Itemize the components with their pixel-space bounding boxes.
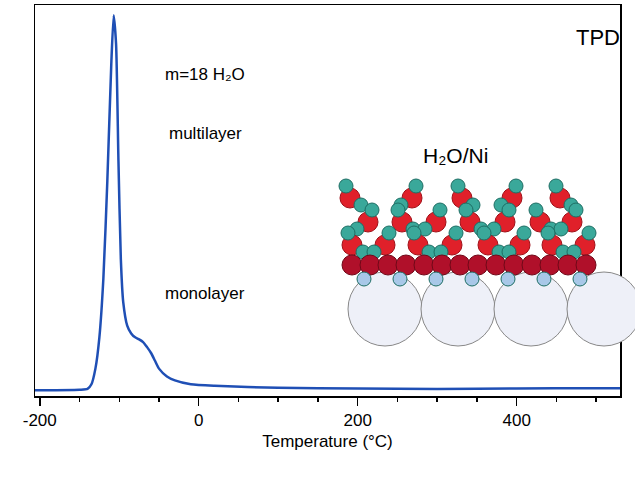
svg-text:200: 200 xyxy=(344,411,372,430)
svg-text:monolayer: monolayer xyxy=(165,284,245,303)
svg-text:multilayer: multilayer xyxy=(169,124,242,143)
svg-text:0: 0 xyxy=(194,411,203,430)
svg-text:-200: -200 xyxy=(23,411,57,430)
svg-text:H₂O/Ni: H₂O/Ni xyxy=(423,144,488,167)
svg-text:m=18 H₂O: m=18 H₂O xyxy=(165,65,245,84)
svg-text:400: 400 xyxy=(502,411,530,430)
svg-text:TPD: TPD xyxy=(576,25,620,50)
svg-text:Temperature (°C): Temperature (°C) xyxy=(262,432,393,451)
